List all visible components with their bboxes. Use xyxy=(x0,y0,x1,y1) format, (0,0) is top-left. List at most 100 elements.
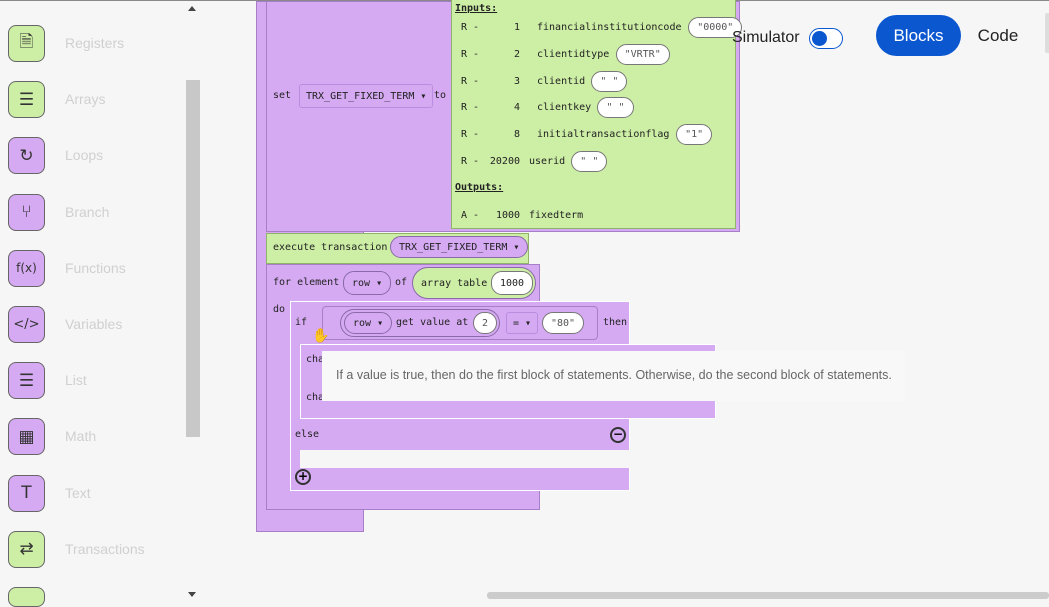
input-num: 8 xyxy=(513,129,520,141)
toggle-knob xyxy=(812,31,827,46)
else-empty-slot xyxy=(300,450,630,468)
for-variable: row xyxy=(352,277,371,289)
execute-variable-dropdown[interactable]: TRX_GET_FIXED_TERM ▾ xyxy=(390,236,529,258)
sidebar-item-label[interactable]: Transactions xyxy=(65,540,145,557)
simulator-label: Simulator xyxy=(732,29,800,46)
sidebar-item-label[interactable]: Registers xyxy=(65,35,125,51)
input-name: financialinstitutioncode xyxy=(537,22,682,33)
tooltip: If a value is true, then do the first bl… xyxy=(322,351,905,401)
input-value-field[interactable]: " " xyxy=(571,151,608,172)
condition-variable: row xyxy=(353,317,372,329)
input-mode: R - xyxy=(461,22,480,33)
input-mode: R - xyxy=(461,156,480,167)
then-keyword: then xyxy=(603,317,628,328)
input-name: initialtransactionflag xyxy=(537,129,670,141)
get-value-keyword: get value at xyxy=(396,317,469,328)
set-keyword: set xyxy=(273,90,292,101)
index-field[interactable]: 2 xyxy=(473,312,498,334)
array-number-field[interactable]: 1000 xyxy=(491,271,534,295)
add-branch-icon[interactable]: + xyxy=(295,469,311,485)
get-value-block[interactable] xyxy=(340,309,500,337)
input-num: 3 xyxy=(513,75,520,87)
input-num: 20200 xyxy=(489,156,520,167)
simulator-toggle[interactable] xyxy=(809,28,843,49)
document-icon[interactable]: 🗎 xyxy=(8,25,45,62)
tab-code[interactable]: Code xyxy=(970,15,1026,56)
do-keyword: do xyxy=(273,304,286,315)
sidebar-item-label[interactable]: Loops xyxy=(65,147,104,164)
operator: = xyxy=(513,317,520,329)
change-keyword-2: cha xyxy=(306,392,325,403)
array-number: 1000 xyxy=(500,277,525,289)
if-keyword: if xyxy=(295,317,308,328)
operator-dropdown[interactable]: = ▾ xyxy=(506,312,539,334)
text-icon[interactable]: T xyxy=(8,474,45,512)
output-num: 1000 xyxy=(496,210,521,221)
of-keyword: of xyxy=(395,277,408,288)
to-keyword: to xyxy=(434,90,447,101)
input-mode: R - xyxy=(461,129,480,141)
condition-variable-dropdown[interactable]: row ▾ xyxy=(344,312,393,334)
sidebar-item-label[interactable]: Variables xyxy=(65,316,123,332)
set-variable: TRX_GET_FIXED_TERM xyxy=(306,90,415,102)
input-value-field[interactable]: " " xyxy=(597,97,634,119)
tab-code-label: Code xyxy=(977,25,1019,45)
for-variable-dropdown[interactable]: row ▾ xyxy=(343,271,392,295)
sidebar-scrollbar-thumb[interactable] xyxy=(186,80,200,437)
else-keyword: else xyxy=(295,429,320,440)
input-value-field[interactable]: "1" xyxy=(676,124,713,146)
input-num: 1 xyxy=(513,22,520,33)
partial-category-icon[interactable] xyxy=(8,587,45,607)
execute-keyword: execute transaction xyxy=(273,242,388,253)
sidebar-item-label[interactable]: Text xyxy=(65,484,91,501)
input-num: 4 xyxy=(513,102,520,114)
array-keyword: array table xyxy=(421,277,488,289)
compare-value: "80" xyxy=(551,317,576,329)
input-num: 2 xyxy=(513,48,520,60)
tab-blocks[interactable]: Blocks xyxy=(876,15,961,56)
swap-icon[interactable]: ⇄ xyxy=(8,530,45,568)
code-icon[interactable]: </> xyxy=(8,306,45,343)
input-name: userid xyxy=(529,156,566,167)
remove-else-icon[interactable]: − xyxy=(610,427,626,443)
sidebar-item-label[interactable]: List xyxy=(65,372,87,389)
input-name: clientid xyxy=(537,75,586,87)
hand-cursor-icon: ✋ xyxy=(312,328,330,344)
compare-value-field[interactable]: "80" xyxy=(542,312,585,334)
index-value: 2 xyxy=(482,317,489,329)
loop-icon[interactable]: ↻ xyxy=(8,137,45,175)
change-keyword-1: cha xyxy=(306,354,325,365)
input-value-field[interactable]: "VRTR" xyxy=(615,43,670,65)
sidebar-item-label[interactable]: Functions xyxy=(65,259,126,276)
input-mode: R - xyxy=(461,75,480,87)
transaction-block[interactable] xyxy=(451,0,736,229)
input-name: clientidtype xyxy=(537,48,610,60)
for-keyword: for element xyxy=(273,277,340,288)
scroll-up-arrow[interactable] xyxy=(188,6,196,11)
tab-blocks-label: Blocks xyxy=(893,25,944,45)
function-icon[interactable]: f(x) xyxy=(8,249,45,287)
inputs-label: Inputs: xyxy=(455,3,498,14)
branch-icon[interactable]: ⑂ xyxy=(8,193,45,231)
input-value-field[interactable]: " " xyxy=(591,70,628,92)
input-mode: R - xyxy=(461,48,480,60)
output-name: fixedterm xyxy=(529,210,584,221)
calculator-icon[interactable]: ▦ xyxy=(8,418,45,456)
input-mode: R - xyxy=(461,102,480,114)
execute-variable: TRX_GET_FIXED_TERM xyxy=(399,241,508,253)
outputs-label: Outputs: xyxy=(455,182,504,193)
tooltip-text: If a value is true, then do the first bl… xyxy=(336,368,892,382)
workspace-horizontal-scrollbar[interactable] xyxy=(487,592,1049,599)
right-panel-edge xyxy=(1045,13,1049,53)
sidebar-item-label[interactable]: Arrays xyxy=(65,91,106,108)
sidebar-item-label[interactable]: Branch xyxy=(65,203,110,220)
set-variable-dropdown[interactable]: TRX_GET_FIXED_TERM ▾ xyxy=(299,84,434,108)
output-mode: A - xyxy=(461,210,480,221)
list-icon[interactable]: ☰ xyxy=(8,81,45,119)
sidebar-item-label[interactable]: Math xyxy=(65,428,97,445)
compare-block[interactable] xyxy=(322,306,598,340)
input-name: clientkey xyxy=(537,102,592,114)
input-value-field[interactable]: "0000" xyxy=(688,17,743,38)
list-icon[interactable]: ☰ xyxy=(8,362,45,400)
scroll-down-arrow[interactable] xyxy=(188,592,196,597)
